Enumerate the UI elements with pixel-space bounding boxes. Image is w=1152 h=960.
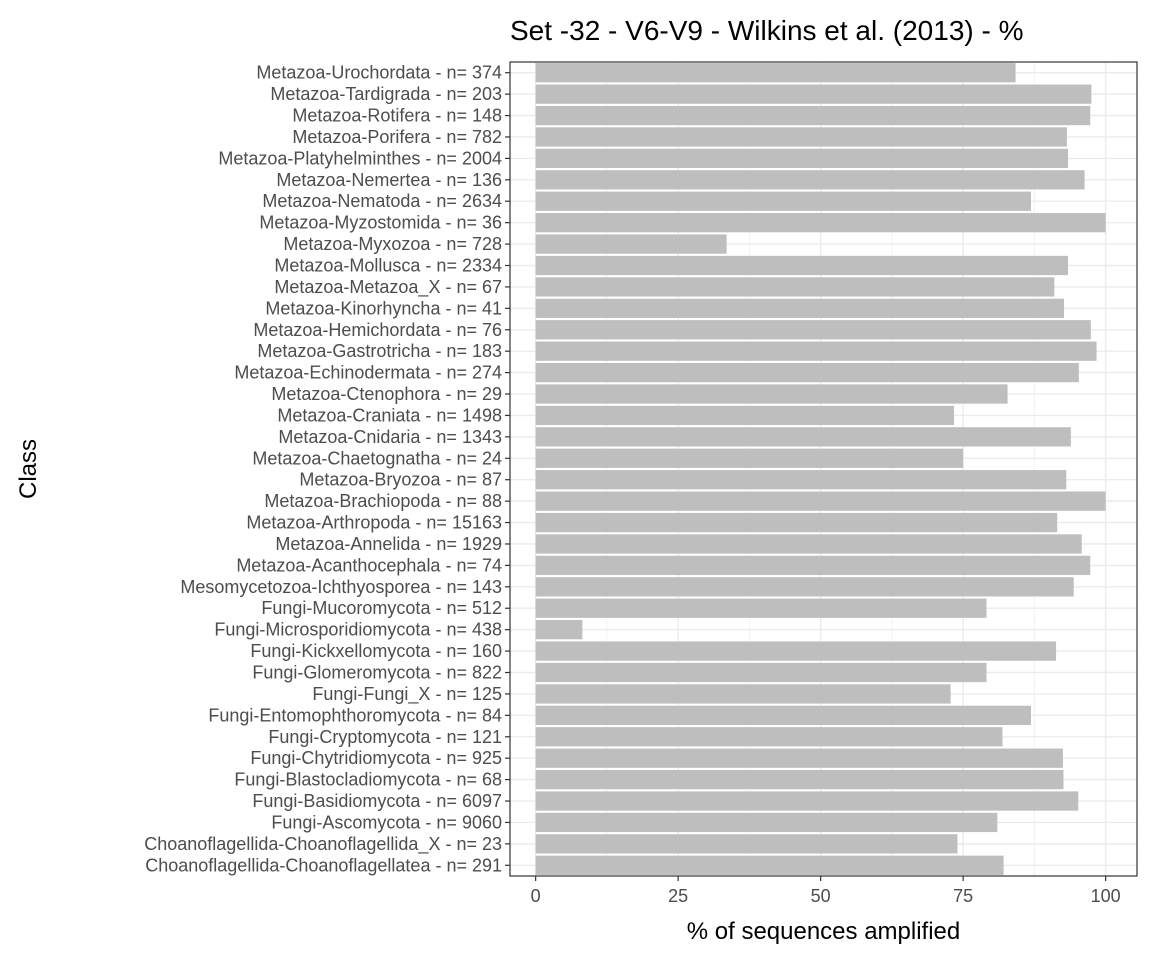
- category-label: Metazoa-Acanthocephala - n= 74: [236, 555, 502, 575]
- category-label: Metazoa-Porifera - n= 782: [292, 127, 502, 147]
- category-label: Choanoflagellida-Choanoflagellida_X - n=…: [144, 834, 502, 855]
- category-label: Fungi-Mucoromycota - n= 512: [261, 598, 502, 618]
- category-label: Metazoa-Metazoa_X - n= 67: [274, 277, 502, 298]
- y-axis-title: Class: [15, 439, 42, 499]
- bar: [535, 769, 1064, 790]
- category-label: Metazoa-Kinorhyncha - n= 41: [265, 298, 502, 318]
- category-label: Metazoa-Gastrotricha - n= 183: [257, 341, 502, 361]
- bar: [535, 448, 964, 468]
- bar: [535, 470, 1067, 490]
- bar: [535, 512, 1058, 533]
- bar: [535, 812, 998, 833]
- bar: [535, 598, 987, 618]
- bar: [535, 555, 1091, 576]
- bar: [535, 255, 1069, 276]
- x-axis-ticks: 0 25 50 75 100: [531, 876, 1121, 906]
- bar: [535, 362, 1079, 383]
- category-label: Metazoa-Mollusca - n= 2334: [274, 256, 502, 276]
- bar: [535, 84, 1092, 104]
- category-label: Metazoa-Echinodermata - n= 274: [234, 363, 502, 383]
- bar: [535, 234, 727, 254]
- bar: [535, 427, 1071, 447]
- category-label: Metazoa-Cnidaria - n= 1343: [278, 427, 502, 447]
- category-label: Fungi-Chytridiomycota - n= 925: [250, 748, 502, 768]
- bar: [535, 341, 1097, 361]
- x-tick-label: 25: [668, 886, 688, 906]
- category-label: Metazoa-Arthropoda - n= 15163: [246, 513, 502, 533]
- bars: [535, 63, 1106, 875]
- category-label: Metazoa-Craniata - n= 1498: [277, 405, 502, 425]
- bar: [535, 213, 1106, 233]
- bar: [535, 320, 1091, 340]
- category-labels: Choanoflagellida-Choanoflagellatea - n= …: [144, 63, 510, 875]
- category-label: Metazoa-Hemichordata - n= 76: [253, 320, 502, 340]
- category-label: Fungi-Glomeromycota - n= 822: [252, 663, 502, 683]
- category-label: Metazoa-Tardigrada - n= 203: [270, 84, 502, 104]
- x-axis-title: % of sequences amplified: [687, 918, 961, 945]
- category-label: Metazoa-Nematoda - n= 2634: [262, 191, 502, 211]
- bar: [535, 105, 1091, 126]
- bar: [535, 127, 1067, 147]
- category-label: Choanoflagellida-Choanoflagellatea - n= …: [145, 855, 502, 875]
- bar: [535, 63, 1016, 83]
- category-label: Fungi-Entomophthoromycota - n= 84: [208, 705, 502, 725]
- bar: [535, 384, 1008, 404]
- category-label: Metazoa-Chaetognatha - n= 24: [252, 448, 502, 468]
- category-label: Fungi-Fungi_X - n= 125: [312, 684, 502, 705]
- bar: [535, 705, 1031, 725]
- bar: [535, 298, 1065, 318]
- category-label: Metazoa-Nemertea - n= 136: [276, 170, 502, 190]
- bar: [535, 405, 955, 426]
- bar: [535, 662, 987, 683]
- category-label: Fungi-Blastocladiomycota - n= 68: [234, 770, 502, 790]
- bar: [535, 534, 1082, 554]
- bar: [535, 727, 1003, 747]
- bar: [535, 791, 1079, 811]
- bar: [535, 148, 1069, 169]
- category-label: Metazoa-Annelida - n= 1929: [275, 534, 502, 554]
- category-label: Metazoa-Myxozoa - n= 728: [283, 234, 502, 254]
- bar: [535, 491, 1106, 511]
- bar: [535, 577, 1074, 597]
- bar: [535, 684, 951, 704]
- bar: [535, 620, 583, 640]
- bar: [535, 170, 1085, 190]
- category-label: Metazoa-Rotifera - n= 148: [292, 106, 502, 126]
- plot-border: [509, 61, 1138, 877]
- x-tick-label: 50: [811, 886, 831, 906]
- category-label: Fungi-Ascomycota - n= 9060: [271, 812, 502, 832]
- bar: [535, 191, 1031, 211]
- category-label: Fungi-Basidiomycota - n= 6097: [252, 791, 502, 811]
- bar: [535, 748, 1063, 768]
- category-label: Mesomycetozoa-Ichthyosporea - n= 143: [180, 577, 502, 597]
- bar: [535, 834, 958, 854]
- category-label: Fungi-Kickxellomycota - n= 160: [250, 641, 502, 661]
- category-label: Fungi-Cryptomycota - n= 121: [268, 727, 502, 747]
- x-tick-label: 75: [953, 886, 973, 906]
- x-tick-label: 0: [531, 886, 541, 906]
- category-label: Metazoa-Platyhelminthes - n= 2004: [218, 148, 502, 168]
- category-label: Metazoa-Ctenophora - n= 29: [271, 384, 502, 404]
- category-label: Metazoa-Brachiopoda - n= 88: [264, 491, 502, 511]
- x-tick-label: 100: [1091, 886, 1121, 906]
- bar: [535, 641, 1057, 661]
- category-label: Fungi-Microsporidiomycota - n= 438: [214, 620, 502, 640]
- category-label: Metazoa-Urochordata - n= 374: [256, 63, 502, 83]
- category-label: Metazoa-Myzostomida - n= 36: [259, 213, 502, 233]
- bar: [535, 855, 1004, 875]
- chart-title: Set -32 - V6-V9 - Wilkins et al. (2013) …: [510, 15, 1024, 46]
- bar: [535, 277, 1055, 297]
- category-label: Metazoa-Bryozoa - n= 87: [299, 470, 502, 490]
